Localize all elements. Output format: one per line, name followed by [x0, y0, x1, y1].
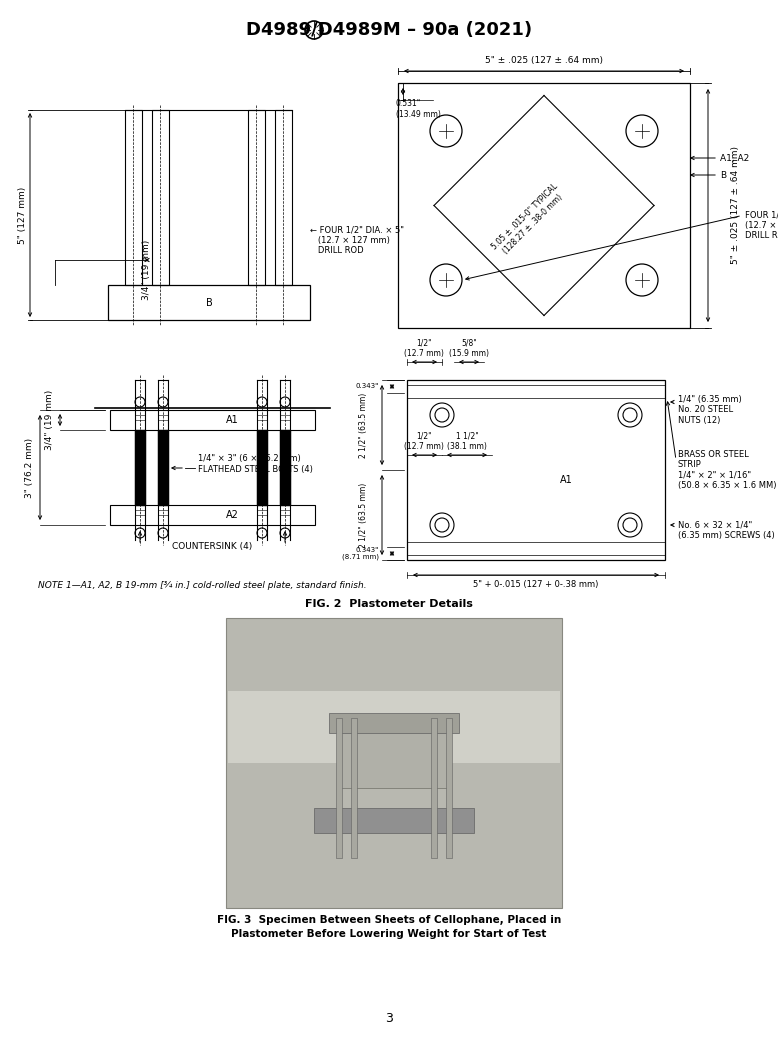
Text: 1/4" × 3" (6 × 76.2 mm)
FLATHEAD STEEL BOLTS (4): 1/4" × 3" (6 × 76.2 mm) FLATHEAD STEEL B…	[198, 454, 313, 474]
Text: 5" (127 mm): 5" (127 mm)	[19, 186, 27, 244]
Bar	[351, 718, 357, 858]
Text: FIG. 3  Specimen Between Sheets of Cellophane, Placed in: FIG. 3 Specimen Between Sheets of Cellop…	[217, 915, 561, 925]
Text: 2 1/2" (63.5 mm): 2 1/2" (63.5 mm)	[359, 392, 369, 458]
Text: 1/2"
(12.7 mm): 1/2" (12.7 mm)	[404, 431, 444, 451]
Bar	[336, 718, 342, 858]
Text: D4989/D4989M – 90a (2021): D4989/D4989M – 90a (2021)	[246, 21, 532, 39]
Bar	[226, 618, 562, 908]
Text: 5/8"
(15.9 mm): 5/8" (15.9 mm)	[449, 338, 489, 358]
Text: ← FOUR 1/2" DIA. × 5"
   (12.7 × 127 mm)
   DRILL ROD: ← FOUR 1/2" DIA. × 5" (12.7 × 127 mm) DR…	[310, 225, 404, 255]
Text: A2: A2	[226, 510, 239, 520]
Bar	[398, 83, 690, 328]
Text: BRASS OR STEEL
STRIP
1/4" × 2" × 1/16"
(50.8 × 6.35 × 1.6 MM): BRASS OR STEEL STRIP 1/4" × 2" × 1/16" (…	[678, 450, 776, 490]
Bar	[407, 380, 665, 560]
Text: FOUR 1/2" DIA. × 5"
(12.7 × 127 mm)
DRILL ROD: FOUR 1/2" DIA. × 5" (12.7 × 127 mm) DRIL…	[745, 210, 778, 240]
Text: 5" + 0-.015 (127 + 0-.38 mm): 5" + 0-.015 (127 + 0-.38 mm)	[473, 581, 599, 589]
Bar	[339, 728, 449, 788]
Text: 3/4" (19 mm): 3/4" (19 mm)	[142, 239, 152, 300]
Bar	[110, 505, 315, 525]
Text: NOTE 1—A1, A2, B 19-mm [¾ in.] cold-rolled steel plate, standard finish.: NOTE 1—A1, A2, B 19-mm [¾ in.] cold-roll…	[38, 582, 366, 590]
Text: Plastometer Before Lowering Weight for Start of Test: Plastometer Before Lowering Weight for S…	[231, 929, 547, 939]
Text: 5" ± .025 (127 ± .64 mm): 5" ± .025 (127 ± .64 mm)	[485, 56, 603, 66]
Text: 5" ± .025 (127 ± .64 mm): 5" ± .025 (127 ± .64 mm)	[731, 147, 741, 264]
Text: B: B	[720, 171, 726, 179]
Bar	[152, 110, 169, 285]
Text: 0.343": 0.343"	[356, 383, 379, 389]
Bar	[329, 713, 459, 733]
Bar	[248, 110, 265, 285]
Text: 5.05 ± .015-0" TYPICAL
(128.27 ± .38-0 mm): 5.05 ± .015-0" TYPICAL (128.27 ± .38-0 m…	[491, 182, 567, 259]
Bar	[125, 110, 142, 285]
Bar	[110, 410, 315, 430]
Text: 3: 3	[385, 1012, 393, 1024]
Bar	[446, 718, 452, 858]
Text: 3/4" (19 mm): 3/4" (19 mm)	[45, 390, 54, 450]
Text: 2 1/2" (63.5 mm): 2 1/2" (63.5 mm)	[359, 482, 369, 548]
Text: COUNTERSINK (4): COUNTERSINK (4)	[173, 542, 253, 552]
Bar	[314, 808, 474, 833]
Text: No. 6 × 32 × 1/4"
(6.35 mm) SCREWS (4): No. 6 × 32 × 1/4" (6.35 mm) SCREWS (4)	[678, 520, 775, 539]
Text: 1 1/2"
(38.1 mm): 1 1/2" (38.1 mm)	[447, 431, 487, 451]
Text: FIG. 2  Plastometer Details: FIG. 2 Plastometer Details	[305, 599, 473, 609]
Bar	[108, 285, 310, 320]
Text: A1: A1	[226, 415, 239, 425]
Bar	[431, 718, 437, 858]
Text: 0.343"
(8.71 mm): 0.343" (8.71 mm)	[342, 547, 379, 560]
Text: A1: A1	[559, 475, 573, 485]
Text: 1/4" (6.35 mm)
No. 20 STEEL
NUTS (12): 1/4" (6.35 mm) No. 20 STEEL NUTS (12)	[678, 396, 741, 425]
Text: 0.531"
(13.49 mm): 0.531" (13.49 mm)	[396, 99, 441, 119]
Bar	[228, 691, 560, 763]
Bar	[275, 110, 292, 285]
Text: A1, A2: A1, A2	[720, 153, 749, 162]
Text: 3" (76.2 mm): 3" (76.2 mm)	[26, 437, 34, 498]
Text: B: B	[205, 298, 212, 307]
Text: 1/2"
(12.7 mm): 1/2" (12.7 mm)	[404, 338, 444, 358]
